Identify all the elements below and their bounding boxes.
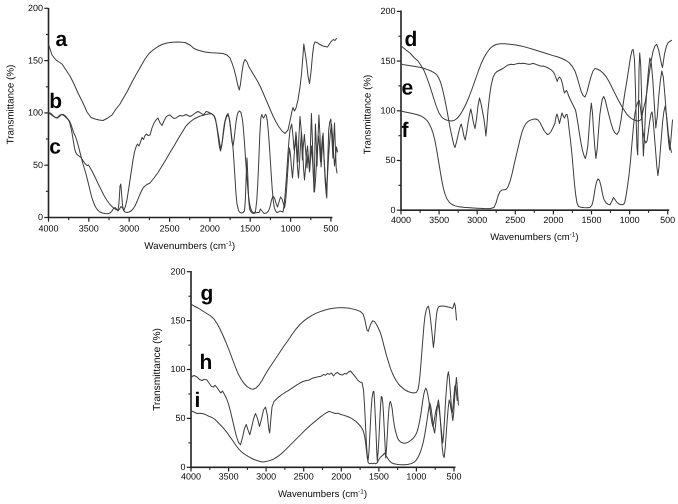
- svg-text:Transmittance (%): Transmittance (%): [152, 328, 163, 411]
- svg-text:2000: 2000: [200, 223, 220, 233]
- svg-text:0: 0: [390, 205, 395, 215]
- svg-text:4000: 4000: [181, 471, 201, 481]
- svg-text:f: f: [402, 119, 410, 142]
- svg-text:b: b: [49, 90, 62, 113]
- svg-text:Transmittance (%): Transmittance (%): [363, 75, 374, 155]
- svg-text:1000: 1000: [620, 215, 640, 225]
- svg-text:50: 50: [33, 160, 43, 170]
- svg-text:500: 500: [323, 223, 338, 233]
- svg-text:200: 200: [170, 266, 185, 276]
- svg-text:Transmittance (%): Transmittance (%): [6, 65, 17, 145]
- svg-text:150: 150: [170, 315, 185, 325]
- svg-text:3500: 3500: [429, 215, 449, 225]
- svg-text:4000: 4000: [38, 223, 58, 233]
- svg-text:Wavenumbers (cm-1): Wavenumbers (cm-1): [144, 241, 235, 253]
- svg-text:a: a: [56, 28, 68, 51]
- svg-text:1500: 1500: [369, 471, 389, 481]
- svg-text:3500: 3500: [79, 223, 99, 233]
- svg-text:150: 150: [28, 55, 43, 65]
- svg-text:e: e: [402, 77, 414, 100]
- svg-text:3000: 3000: [256, 471, 276, 481]
- svg-text:2500: 2500: [505, 215, 525, 225]
- svg-text:1000: 1000: [281, 223, 301, 233]
- svg-text:50: 50: [385, 155, 395, 165]
- svg-text:1500: 1500: [240, 223, 260, 233]
- svg-text:4000: 4000: [391, 215, 411, 225]
- svg-text:100: 100: [28, 108, 43, 118]
- svg-text:h: h: [200, 351, 213, 374]
- svg-text:2500: 2500: [160, 223, 180, 233]
- svg-text:200: 200: [380, 6, 395, 16]
- svg-text:Wavenumbers (cm-1): Wavenumbers (cm-1): [490, 232, 578, 244]
- svg-text:1000: 1000: [406, 471, 426, 481]
- svg-text:500: 500: [660, 215, 675, 225]
- svg-text:100: 100: [380, 106, 395, 116]
- svg-text:g: g: [201, 282, 214, 305]
- svg-text:3500: 3500: [219, 471, 239, 481]
- svg-text:2000: 2000: [543, 215, 563, 225]
- svg-text:3000: 3000: [467, 215, 487, 225]
- svg-text:d: d: [405, 28, 418, 51]
- svg-text:500: 500: [446, 471, 461, 481]
- svg-text:150: 150: [380, 56, 395, 66]
- svg-text:2500: 2500: [294, 471, 314, 481]
- svg-text:0: 0: [38, 212, 43, 222]
- svg-text:0: 0: [180, 462, 185, 472]
- svg-text:1500: 1500: [581, 215, 601, 225]
- svg-text:50: 50: [175, 413, 185, 423]
- svg-text:i: i: [195, 389, 201, 412]
- svg-text:2000: 2000: [331, 471, 351, 481]
- svg-text:200: 200: [28, 3, 43, 13]
- svg-text:Wavenumbers (cm-1): Wavenumbers (cm-1): [278, 489, 367, 501]
- svg-text:3000: 3000: [119, 223, 139, 233]
- svg-text:100: 100: [170, 364, 185, 374]
- svg-text:c: c: [49, 136, 61, 159]
